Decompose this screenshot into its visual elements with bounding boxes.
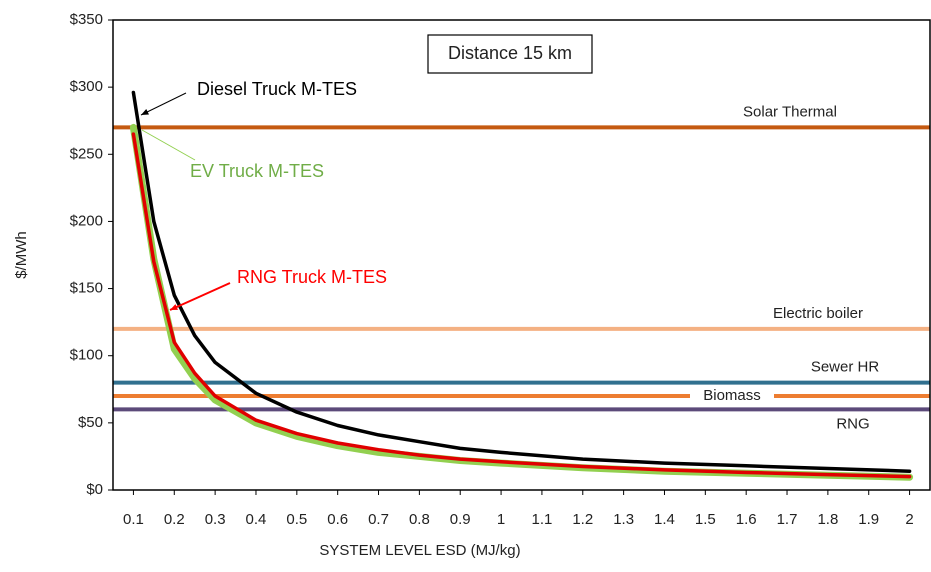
x-tick-label: 1.3 — [613, 511, 634, 528]
y-axis-label: $/MWh — [13, 231, 30, 279]
arrow-head — [141, 108, 149, 115]
x-tick-label: 1 — [497, 511, 505, 528]
y-tick-label: $50 — [78, 414, 103, 431]
x-tick-label: 1.2 — [572, 511, 593, 528]
x-tick-label: 1.4 — [654, 511, 675, 528]
y-tick-label: $350 — [70, 11, 103, 28]
series-line — [131, 90, 912, 473]
x-axis-label: SYSTEM LEVEL ESD (MJ/kg) — [319, 542, 520, 559]
series-line — [131, 132, 912, 479]
x-tick-label: 2 — [905, 511, 913, 528]
series-label: EV Truck M-TES — [190, 161, 324, 181]
x-tick-label: 1.7 — [777, 511, 798, 528]
x-tick-label: 0.9 — [450, 511, 471, 528]
x-tick-label: 1.8 — [817, 511, 838, 528]
annotation-arrow — [140, 92, 187, 116]
x-tick-label: 1.1 — [531, 511, 552, 528]
annotation-box — [427, 34, 593, 74]
label-background — [690, 387, 774, 405]
annotation-arrow — [169, 282, 231, 311]
y-tick-label: $150 — [70, 280, 103, 297]
x-tick-label: 1.9 — [858, 511, 879, 528]
y-tick-label: $250 — [70, 145, 103, 162]
arrow-head — [170, 304, 178, 310]
series-label: RNG Truck M-TES — [237, 267, 387, 287]
reference-label: Sewer HR — [811, 359, 880, 376]
y-tick-label: $200 — [70, 212, 103, 229]
reference-label: Biomass — [703, 387, 761, 404]
reference-label: Solar Thermal — [743, 103, 837, 120]
y-tick-label: $300 — [70, 78, 103, 95]
x-tick-label: 0.5 — [286, 511, 307, 528]
y-tick-label: $100 — [70, 347, 103, 364]
x-tick-label: 0.2 — [164, 511, 185, 528]
reference-label: Electric boiler — [773, 305, 863, 322]
x-tick-label: 0.8 — [409, 511, 430, 528]
x-tick-label: 0.4 — [246, 511, 267, 528]
x-tick-label: 0.1 — [123, 511, 144, 528]
reference-label: RNG — [836, 415, 869, 432]
annotation: Distance 15 km — [448, 43, 572, 63]
x-tick-label: 1.5 — [695, 511, 716, 528]
series-label: Diesel Truck M-TES — [197, 79, 357, 99]
x-tick-label: 0.6 — [327, 511, 348, 528]
y-tick-label: $0 — [86, 481, 103, 498]
plot-frame — [112, 19, 931, 491]
x-tick-label: 0.3 — [205, 511, 226, 528]
x-tick-label: 1.6 — [736, 511, 757, 528]
x-tick-label: 0.7 — [368, 511, 389, 528]
annotation-arrow — [141, 129, 196, 161]
